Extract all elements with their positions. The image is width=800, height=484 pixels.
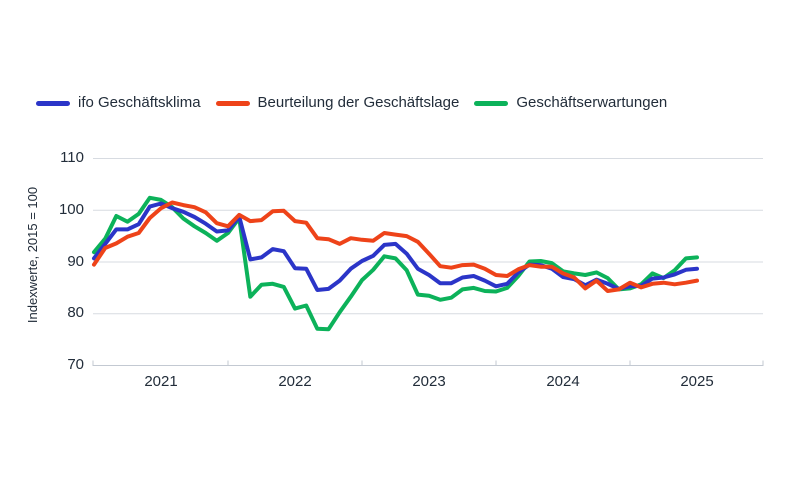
x-axis-tick-label: 2022 [278,373,312,390]
blue-line-swatch-icon [36,100,70,106]
y-axis-tick-label: 100 [58,200,84,218]
x-axis-tick-label: 2024 [546,373,580,390]
green-line-swatch-icon [474,100,509,106]
x-axis-tick-label: 2021 [144,373,178,390]
x-axis-tick-label: 2023 [412,373,446,390]
legend-item-geschaeftslage: Beurteilung der Geschäftslage [215,94,460,111]
y-axis-tick-label: 110 [60,149,84,166]
x-axis-tick-label: 2025 [680,373,714,390]
red-line-swatch-icon [215,100,250,106]
legend-item-erwartungen: Geschäftserwartungen [474,95,667,111]
chart-legend: ifo Geschäftsklima Beurteilung der Gesch… [36,95,667,111]
legend-label-geschaeftslage: Beurteilung der Geschäftslage [257,94,460,111]
legend-item-geschaeftsklima: ifo Geschäftsklima [36,95,201,111]
legend-label-erwartungen: Geschäftserwartungen [516,94,668,111]
y-axis-tick-label: 90 [67,252,84,270]
legend-label-geschaeftsklima: ifo Geschäftsklima [78,94,201,111]
y-axis-tick-label: 80 [67,304,84,322]
y-axis-tick-label: 70 [67,356,84,373]
